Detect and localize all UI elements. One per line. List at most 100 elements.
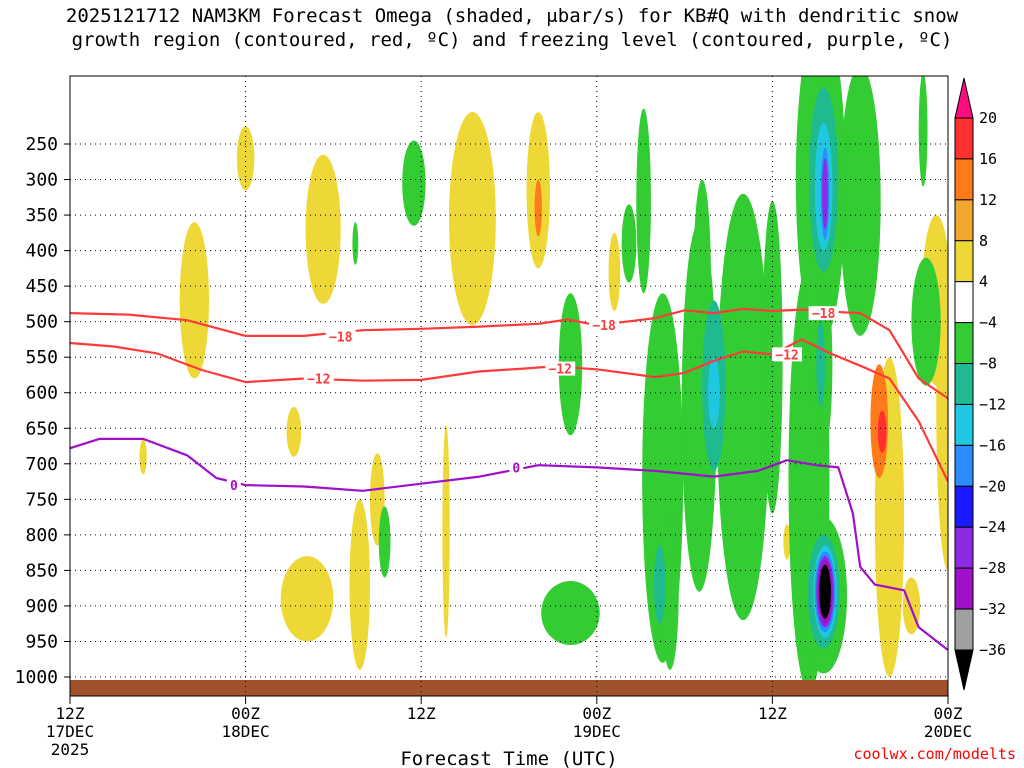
contour-label-bg-7 — [226, 478, 241, 493]
omega-cell-24 — [402, 140, 426, 226]
y-tick-label-850: 850 — [25, 560, 58, 581]
plot-frame — [69, 75, 949, 697]
omega-cell-2 — [179, 222, 210, 379]
y-tick-label-750: 750 — [25, 489, 58, 510]
omega-cell-6 — [280, 556, 334, 642]
y-tick-label-400: 400 — [25, 241, 58, 262]
omega-cell-13 — [608, 232, 621, 312]
omega-cell-12 — [534, 179, 542, 237]
colorbar-label-8: −12 — [979, 395, 1006, 413]
x-tick-label-36: 00Z — [582, 704, 611, 723]
colorbar-swatch-3 — [954, 199, 974, 242]
y-tick-label-350: 350 — [25, 205, 58, 226]
omega-cell-52 — [822, 158, 829, 230]
contour-label-6: −12 — [775, 348, 798, 363]
x-tick-label-60: 00Z — [934, 704, 963, 723]
colorbar-label-11: −24 — [979, 518, 1006, 536]
colorbar-bottom-arrow — [954, 649, 974, 691]
y-axis: 250 300 350 400 450 500 550 600 650 700 750 800 850 9… — [15, 134, 70, 688]
colorbar-swatch-1 — [954, 117, 974, 160]
x-tick-date-36: 19DEC — [573, 722, 621, 741]
temperature-contours — [70, 307, 948, 651]
colorbar-top-arrow — [954, 77, 974, 119]
omega-cell-1 — [236, 126, 255, 191]
y-tick-label-250: 250 — [25, 134, 58, 155]
y-tick-label-700: 700 — [25, 454, 58, 475]
colorbar-label-4: 8 — [979, 232, 988, 250]
colorbar-swatch-11 — [954, 526, 974, 569]
colorbar-label-14: −36 — [979, 641, 1006, 659]
y-tick-label-300: 300 — [25, 170, 58, 191]
y-tick-label-1000: 1000 — [15, 667, 58, 688]
colorbar-swatch-4 — [954, 240, 974, 283]
x-tick-date-0: 17DEC — [46, 722, 94, 741]
colorbar-label-3: 12 — [979, 191, 997, 209]
contour-label-bg-5 — [545, 361, 576, 376]
chart-title-line-1: 2025121712 NAM3KM Forecast Omega (shaded… — [65, 5, 959, 27]
omega-shaded-field — [139, 76, 948, 692]
omega-cell-41 — [918, 76, 928, 187]
omega-cell-45 — [816, 321, 826, 407]
colorbar-label-10: −20 — [979, 477, 1006, 495]
colorbar-legend: 20 16 12 8 4 −4 −8 −12 −16 −20 −24 −28 −32 −36 — [954, 77, 1006, 691]
omega-cell-40 — [911, 257, 941, 386]
contour-label-bg-1 — [325, 329, 356, 344]
chart-title-line-2: growth region (contoured, red, ºC) and f… — [71, 29, 953, 51]
y-tick-label-900: 900 — [25, 596, 58, 617]
colorbar-label-5: 4 — [979, 273, 988, 291]
contour-label-1: −18 — [329, 331, 353, 346]
contour-line-1 — [70, 307, 948, 400]
omega-cell-7 — [349, 499, 370, 670]
omega-cell-34 — [716, 193, 770, 621]
contour-label-8: 0 — [512, 461, 520, 476]
omega-cell-3 — [305, 154, 341, 304]
colorbar-swatch-2 — [954, 158, 974, 201]
colorbar-swatch-5 — [954, 281, 974, 324]
colorbar-swatch-6 — [954, 322, 974, 365]
colorbar-swatch-10 — [954, 485, 974, 528]
omega-cell-22 — [839, 76, 881, 336]
omega-cell-5 — [286, 406, 302, 457]
contour-label-5: −12 — [548, 363, 571, 378]
y-tick-label-950: 950 — [25, 631, 58, 652]
omega-cell-9 — [442, 424, 450, 638]
contour-labels: −18 −18 −18 −12 −12 −12 0 0 — [226, 306, 839, 494]
x-tick-label-24: 12Z — [407, 704, 436, 723]
omega-cell-42 — [653, 545, 666, 624]
contour-label-4: −12 — [307, 373, 330, 388]
x-tick-date-60: 20DEC — [924, 722, 972, 741]
colorbar-swatch-8 — [954, 403, 974, 446]
y-tick-label-800: 800 — [25, 525, 58, 546]
contour-label-bg-6 — [772, 347, 803, 362]
x-tick-label-12: 00Z — [231, 704, 260, 723]
omega-cell-28 — [636, 108, 651, 294]
colorbar-label-13: −32 — [979, 600, 1006, 618]
colorbar-label-6: −4 — [979, 314, 997, 332]
omega-cell-23 — [378, 506, 391, 578]
colorbar-label-9: −16 — [979, 436, 1006, 454]
omega-cell-32 — [661, 513, 679, 670]
source-credit: coolwx.com/modelts — [853, 745, 1016, 763]
omega-cell-29 — [621, 204, 637, 283]
colorbar-label-12: −28 — [979, 559, 1006, 577]
omega-cell-10 — [449, 112, 496, 326]
contour-label-2: −18 — [592, 319, 616, 334]
contour-line-2 — [70, 338, 948, 483]
contour-label-7: 0 — [230, 479, 238, 494]
y-tick-label-650: 650 — [25, 418, 58, 439]
omega-cell-25 — [352, 222, 359, 265]
omega-cell-21 — [783, 524, 791, 560]
colorbar-swatch-13 — [954, 608, 974, 651]
omega-cell-4 — [139, 438, 147, 475]
colorbar-label-1: 20 — [979, 109, 997, 127]
ground-surface — [70, 680, 948, 696]
omega-cell-26 — [541, 581, 600, 646]
contour-label-bg-4 — [303, 371, 334, 386]
x-tick-label-48: 12Z — [758, 704, 787, 723]
x-tick-label-0: 12Z — [56, 704, 85, 723]
contour-label-bg-8 — [509, 460, 524, 475]
omega-cell-19 — [877, 410, 887, 454]
colorbar-swatch-7 — [954, 363, 974, 405]
